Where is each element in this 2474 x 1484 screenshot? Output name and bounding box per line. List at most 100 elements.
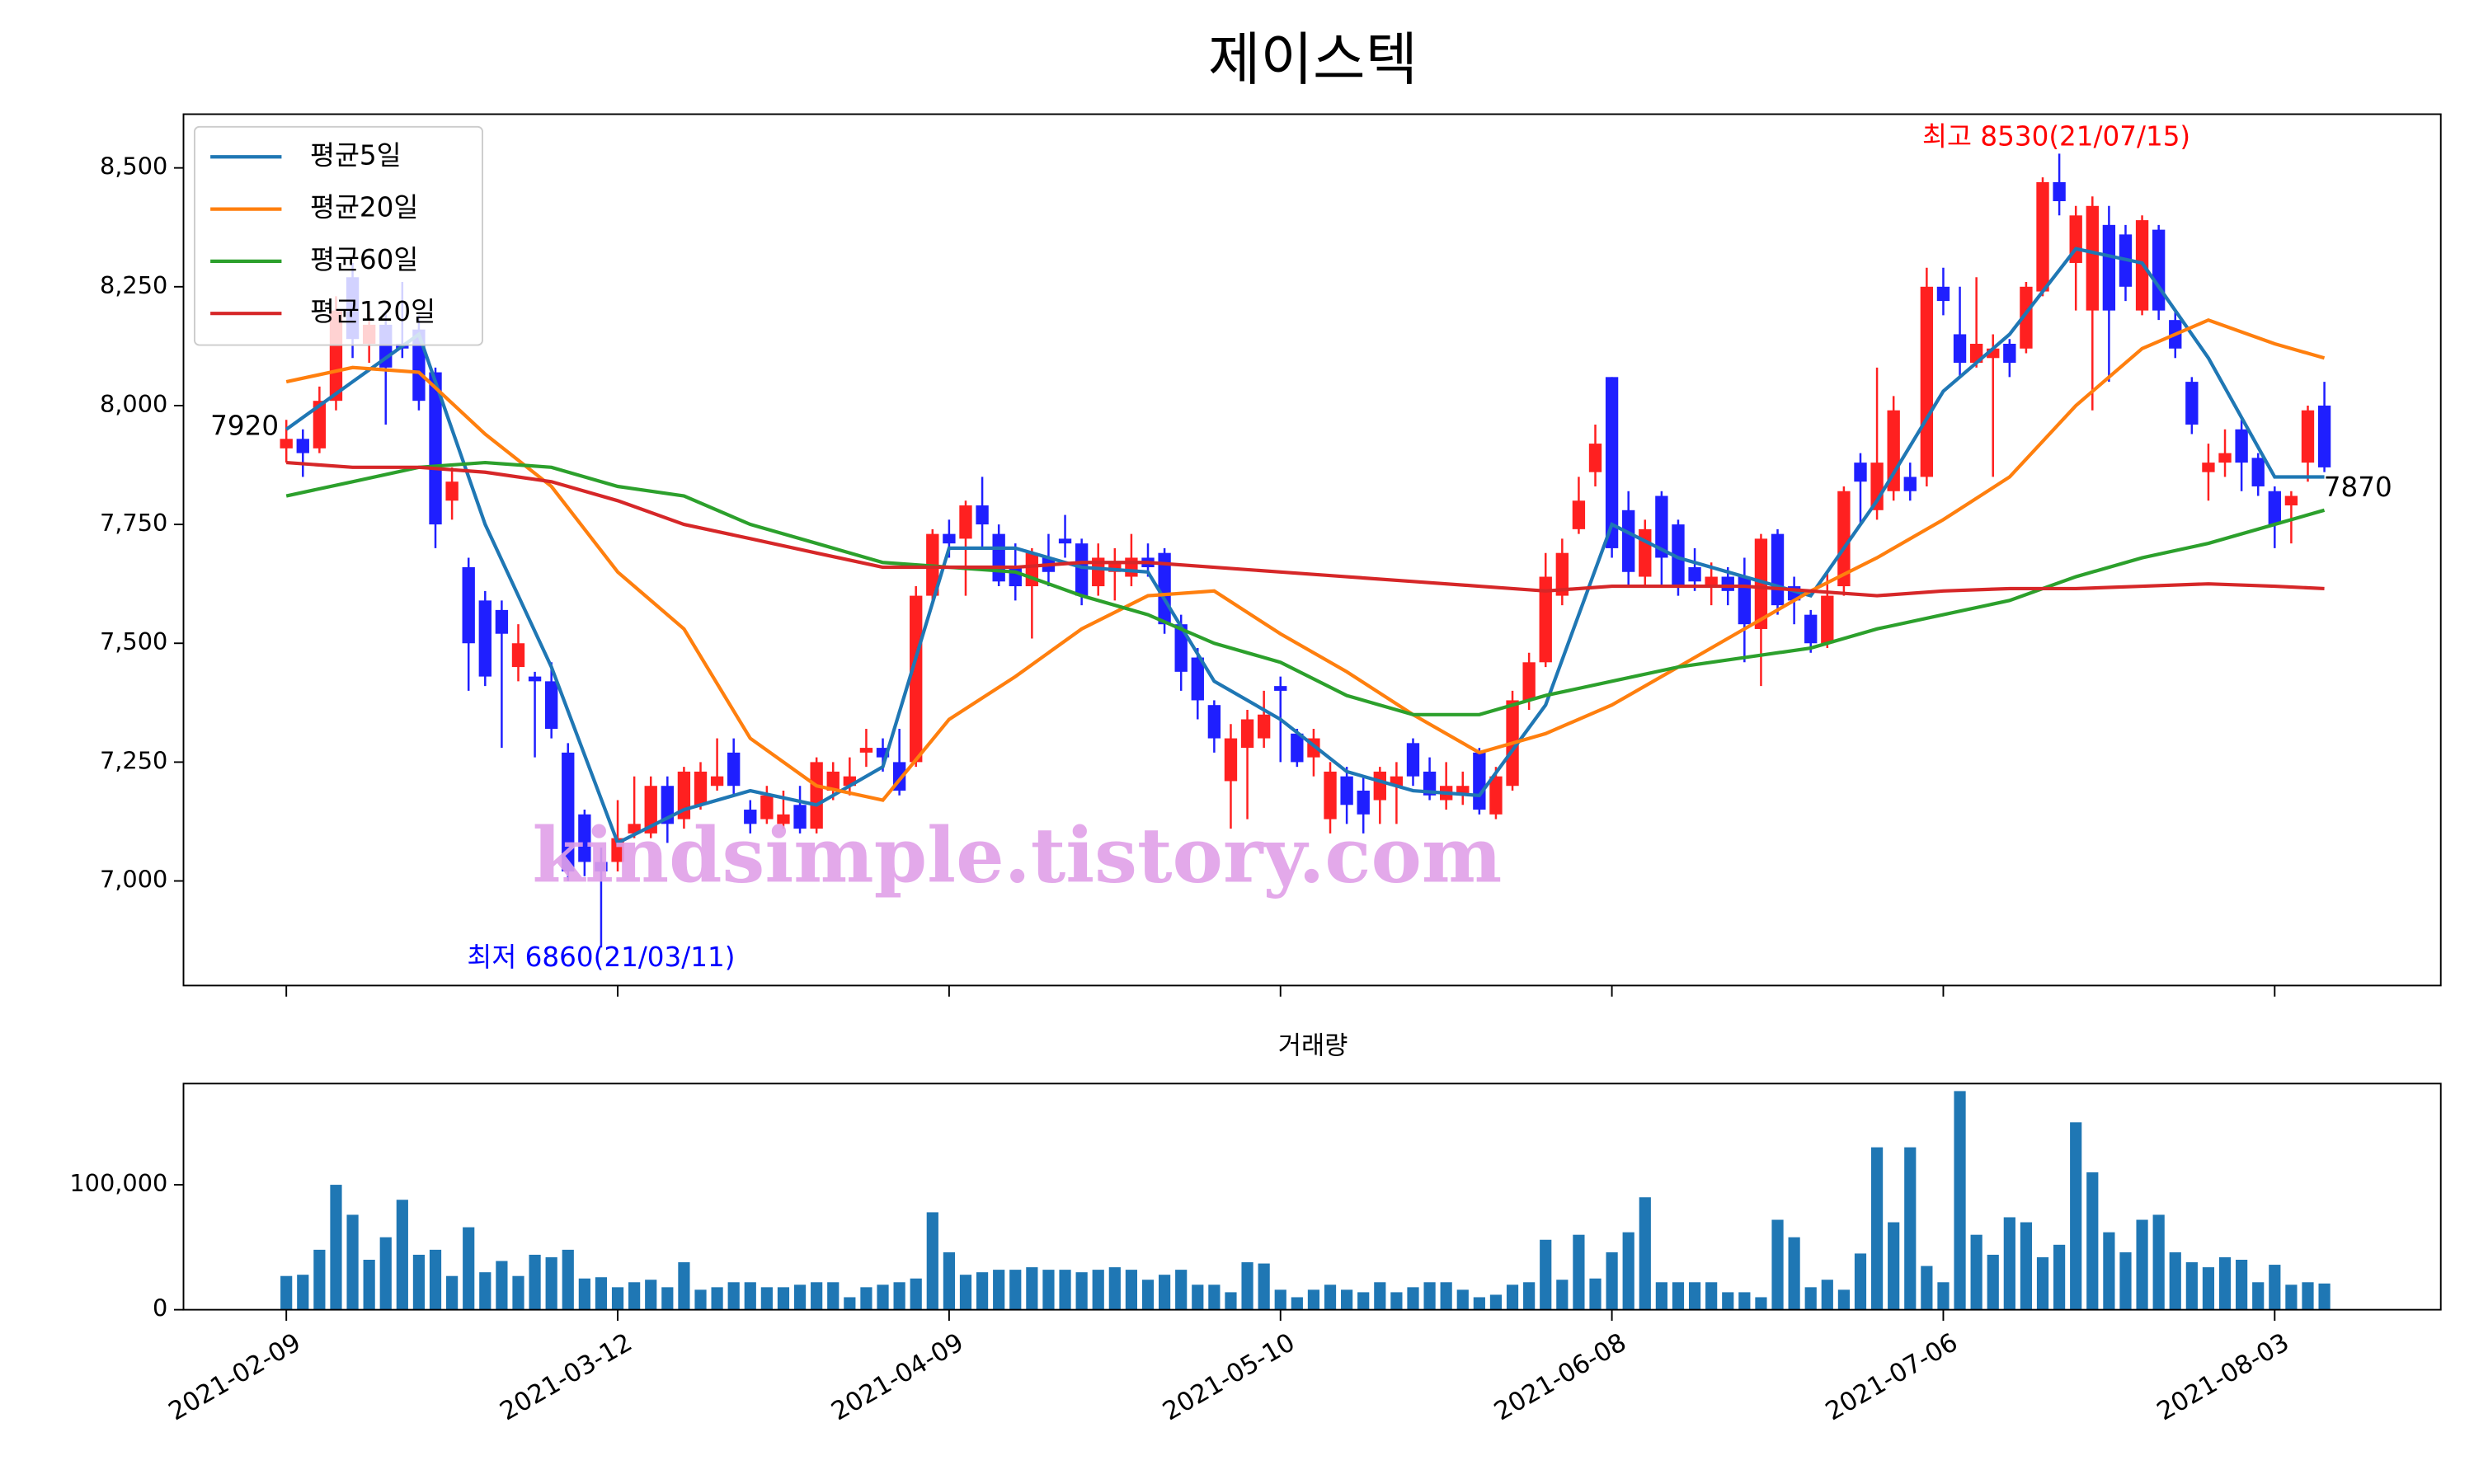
volume-bar xyxy=(2053,1244,2066,1310)
candle-body xyxy=(1489,776,1503,815)
y-tick-label: 7,000 xyxy=(100,866,167,894)
candle-body xyxy=(2202,463,2215,472)
candle-body xyxy=(910,595,923,763)
volume-bar xyxy=(1788,1237,1800,1310)
candle-body xyxy=(1191,657,1204,701)
x-tick-label: 2021-07-06 xyxy=(1821,1328,1963,1426)
x-tick-label: 2021-05-10 xyxy=(1158,1328,1300,1426)
volume-bar xyxy=(1026,1267,1038,1310)
candle-body xyxy=(595,862,608,872)
chart-title: 제이스텍 xyxy=(1208,27,1418,93)
volume-bar xyxy=(1307,1289,1320,1310)
volume-bar xyxy=(1141,1280,1155,1310)
candle-body xyxy=(2251,458,2265,486)
candle-body xyxy=(1804,614,1818,644)
candle-body xyxy=(1075,543,1089,596)
volume-bar xyxy=(827,1282,840,1310)
volume-bar xyxy=(1970,1234,1982,1310)
volume-bar xyxy=(496,1261,508,1310)
candle-body xyxy=(1224,738,1238,782)
plot-frame xyxy=(182,1082,2442,1311)
volume-bar xyxy=(2020,1222,2033,1310)
candle-body xyxy=(1688,566,1701,582)
volume-bar xyxy=(993,1270,1005,1310)
volume-bar xyxy=(313,1249,326,1310)
volume-bar xyxy=(1854,1253,1867,1310)
candle-body xyxy=(2102,224,2116,311)
candle-body xyxy=(495,609,509,634)
volume-bar xyxy=(1573,1234,1585,1310)
volume-bar xyxy=(2070,1122,2082,1310)
candle-body xyxy=(661,786,674,824)
legend-label: 평균60일 xyxy=(310,244,418,275)
x-tick-label: 2021-04-09 xyxy=(827,1328,969,1426)
volume-bar xyxy=(2318,1283,2331,1310)
volume-bar xyxy=(1274,1289,1286,1310)
volume-bar xyxy=(1921,1266,1933,1310)
volume-bar xyxy=(760,1287,773,1310)
candle-body xyxy=(1257,714,1271,739)
volume-bar xyxy=(1904,1147,1917,1310)
candle-body xyxy=(562,752,575,872)
volume-bar xyxy=(893,1282,905,1310)
candle-body xyxy=(1721,576,1734,591)
volume-bar xyxy=(1357,1292,1370,1310)
candle-body xyxy=(1738,576,1752,625)
volume-bar xyxy=(2252,1282,2265,1310)
volume-bar xyxy=(578,1278,590,1310)
candle-body xyxy=(976,505,989,525)
volume-bar xyxy=(463,1227,475,1310)
volume-bar xyxy=(396,1200,408,1310)
volume-bar xyxy=(1489,1294,1503,1310)
volume-bar xyxy=(1672,1282,1685,1310)
volume-bar xyxy=(297,1275,309,1310)
volume-bar xyxy=(2003,1217,2015,1310)
candle-body xyxy=(744,810,757,824)
candle-body xyxy=(2235,429,2248,463)
y-tick-label: 8,000 xyxy=(100,390,167,418)
candle-body xyxy=(2284,495,2298,506)
volume-bar xyxy=(645,1280,657,1310)
candle-body xyxy=(810,762,823,829)
candle-body xyxy=(2301,410,2315,463)
candle-body xyxy=(843,776,857,787)
candle-body xyxy=(429,372,442,525)
x-tick-label: 2021-03-12 xyxy=(496,1328,637,1426)
volume-bar xyxy=(860,1287,872,1310)
volume-bar xyxy=(2152,1214,2165,1310)
volume-bar xyxy=(976,1272,989,1310)
volume-bar xyxy=(2136,1219,2148,1310)
candle-body xyxy=(1572,500,1586,529)
ma-line xyxy=(286,460,2325,598)
volume-bar xyxy=(2236,1260,2248,1310)
candle-body xyxy=(1771,533,1785,606)
volume-bar xyxy=(1159,1275,1171,1310)
candle-body xyxy=(462,566,475,644)
candle-body xyxy=(1174,624,1188,672)
volume-bar xyxy=(1622,1232,1634,1310)
candle-body xyxy=(1058,538,1072,544)
candle-body xyxy=(1936,286,1950,302)
y-tick-label: 7,250 xyxy=(100,746,167,774)
volume-bar xyxy=(744,1282,756,1310)
volume-bar xyxy=(2036,1256,2049,1310)
candle-body xyxy=(1324,771,1337,819)
candle-body xyxy=(992,533,1005,582)
candle-body xyxy=(2185,382,2199,425)
volume-bar xyxy=(1589,1278,1602,1310)
volume-bar xyxy=(1456,1289,1469,1310)
volume-bar xyxy=(1324,1284,1337,1310)
volume-bar xyxy=(2169,1252,2181,1310)
candle-body xyxy=(296,439,309,453)
volume-bar xyxy=(1738,1292,1751,1310)
volume-bar xyxy=(529,1254,541,1310)
volume-bar xyxy=(562,1249,574,1310)
candle-body xyxy=(478,600,492,677)
volume-bar xyxy=(1225,1292,1237,1310)
volume-bar xyxy=(1705,1282,1718,1310)
candle-body xyxy=(1920,286,1934,477)
candle-body xyxy=(1274,686,1287,691)
candle-body xyxy=(445,481,459,501)
candle-body xyxy=(2086,205,2099,311)
